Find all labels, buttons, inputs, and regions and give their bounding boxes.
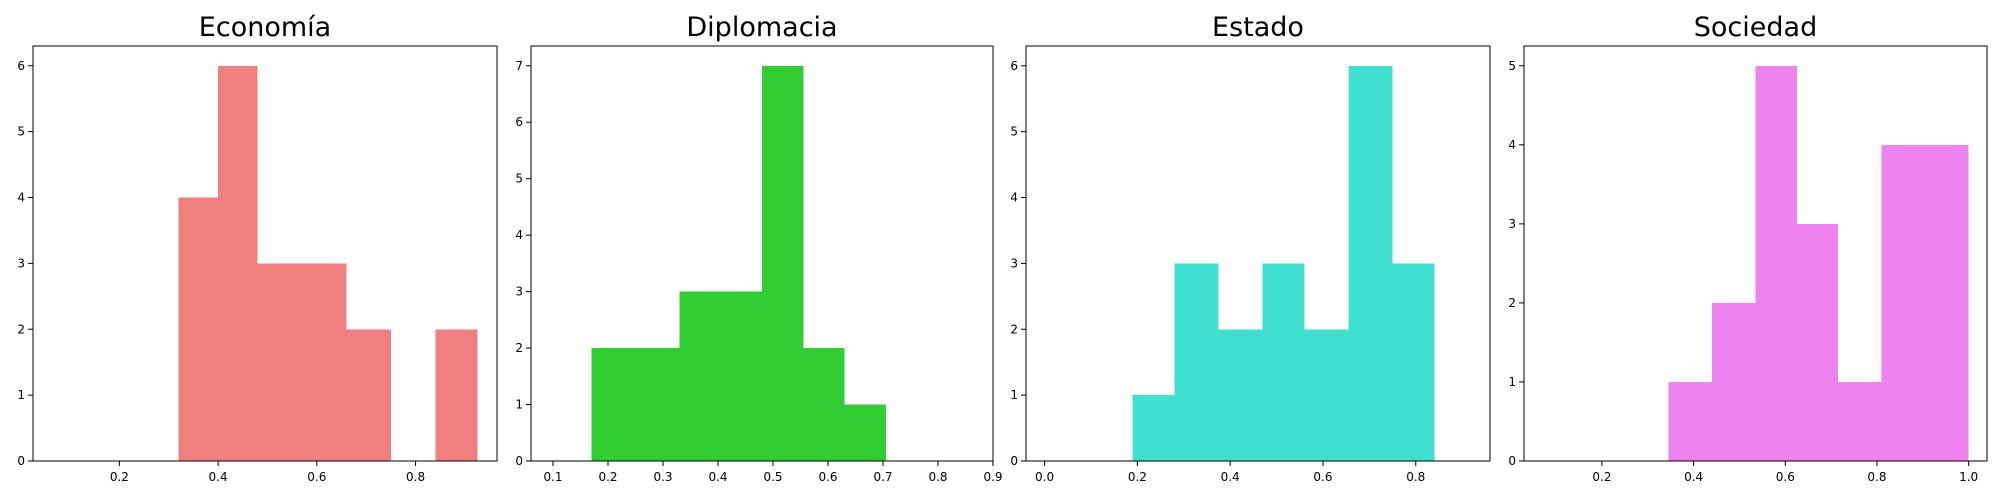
x-tick-label: 0.8 [928,470,947,484]
histogram-bar [679,291,724,461]
x-tick-label: 0.1 [543,470,562,484]
histogram-bar [178,197,219,461]
y-tick-label: 6 [17,59,25,73]
y-tick-label: 5 [515,172,523,186]
histogram-panel: 0.0 0.2 0.4 0.6 0.8 0 1 2 3 4 5 6 Estado [1010,12,1491,484]
histogram-bar [302,263,347,461]
histogram-bar [1174,263,1219,461]
histogram-bar [1218,329,1263,461]
histogram-panel: 0.1 0.2 0.3 0.4 0.5 0.6 0.7 0.8 0.9 0 1 2 3 4 5 6 7 Diplo… [515,12,1002,484]
y-tick-label: 0 [17,454,25,468]
chart-title: Diplomacia [686,12,837,43]
histogram-bar [1262,263,1305,461]
x-tick-label: 0.6 [307,470,326,484]
histogram-bar [1348,65,1393,461]
x-tick-label: 0.2 [1128,470,1147,484]
x-tick-label: 0.8 [1867,470,1886,484]
x-tick-label: 0.7 [873,470,892,484]
histogram-bar [1668,381,1712,461]
x-tick-label: 0.4 [708,470,727,484]
x-tick-label: 0.9 [983,470,1002,484]
y-tick-label: 3 [1508,217,1516,231]
y-tick-label: 2 [1508,296,1516,310]
histogram-bar [1925,144,1969,462]
histogram-bar [1796,223,1839,461]
y-tick-label: 2 [1010,322,1018,336]
y-tick-label: 0 [1010,454,1018,468]
chart-title: Estado [1212,12,1304,43]
y-tick-label: 4 [17,191,25,205]
y-tick-label: 4 [515,228,523,242]
histogram-bar [762,65,804,461]
histogram-bar [1392,263,1435,461]
y-tick-label: 7 [515,59,523,73]
chart-title: Economía [199,12,331,43]
y-tick-label: 6 [1010,59,1018,73]
axes-frame [530,45,994,462]
y-tick-label: 1 [17,388,25,402]
histogram-bar [591,348,636,461]
histogram-bar [635,348,680,461]
y-tick-label: 1 [1508,375,1516,389]
histogram-bar [1132,395,1175,461]
y-tick-label: 0 [515,454,523,468]
histogram-bar [1838,381,1882,461]
y-tick-label: 5 [1010,125,1018,139]
y-tick-label: 4 [1508,138,1516,152]
y-tick-label: 2 [515,341,523,355]
y-tick-label: 2 [17,322,25,336]
x-tick-label: 0.8 [406,470,425,484]
histogram-bar [1304,329,1349,461]
x-tick-label: 0.6 [818,470,837,484]
y-tick-label: 6 [515,115,523,129]
histogram-panel: 0.2 0.4 0.6 0.8 1.0 0 1 2 3 4 5 Sociedad [1508,12,1988,484]
y-tick-label: 3 [17,256,25,270]
y-tick-label: 0 [1508,454,1516,468]
histogram-bar [723,291,762,461]
y-tick-label: 4 [1010,191,1018,205]
y-tick-label: 5 [1508,59,1516,73]
x-tick-label: 0.4 [1221,470,1240,484]
axes-frame [32,45,498,462]
x-tick-label: 0.6 [1776,470,1795,484]
histogram-bar [218,65,258,461]
x-tick-label: 0.2 [1592,470,1611,484]
x-tick-label: 1.0 [1959,470,1978,484]
axes-frame [1025,45,1491,462]
x-tick-label: 0.2 [598,470,617,484]
x-tick-label: 0.6 [1313,470,1332,484]
histogram-bar [257,263,303,461]
y-tick-label: 3 [1010,256,1018,270]
histogram-bar [803,348,845,461]
y-tick-label: 5 [17,125,25,139]
histogram-bar [1711,302,1756,461]
y-tick-label: 1 [515,398,523,412]
x-tick-label: 0.8 [1406,470,1425,484]
y-tick-label: 3 [515,285,523,299]
chart-title: Sociedad [1694,12,1817,43]
x-tick-label: 0.0 [1035,470,1054,484]
histogram-bar [1755,65,1797,461]
histogram-panel: 0.2 0.4 0.6 0.8 0 1 2 3 4 5 6 Economía [17,12,498,484]
x-tick-label: 0.4 [1684,470,1703,484]
x-tick-label: 0.5 [763,470,782,484]
axes-frame [1523,45,1988,462]
histogram-bar [346,329,391,461]
histogram-bar [844,404,886,461]
y-tick-label: 1 [1010,388,1018,402]
histogram-bar [1881,144,1926,462]
x-tick-label: 0.4 [209,470,228,484]
x-tick-label: 0.2 [110,470,129,484]
histogram-bar [435,329,478,461]
x-tick-label: 0.3 [653,470,672,484]
